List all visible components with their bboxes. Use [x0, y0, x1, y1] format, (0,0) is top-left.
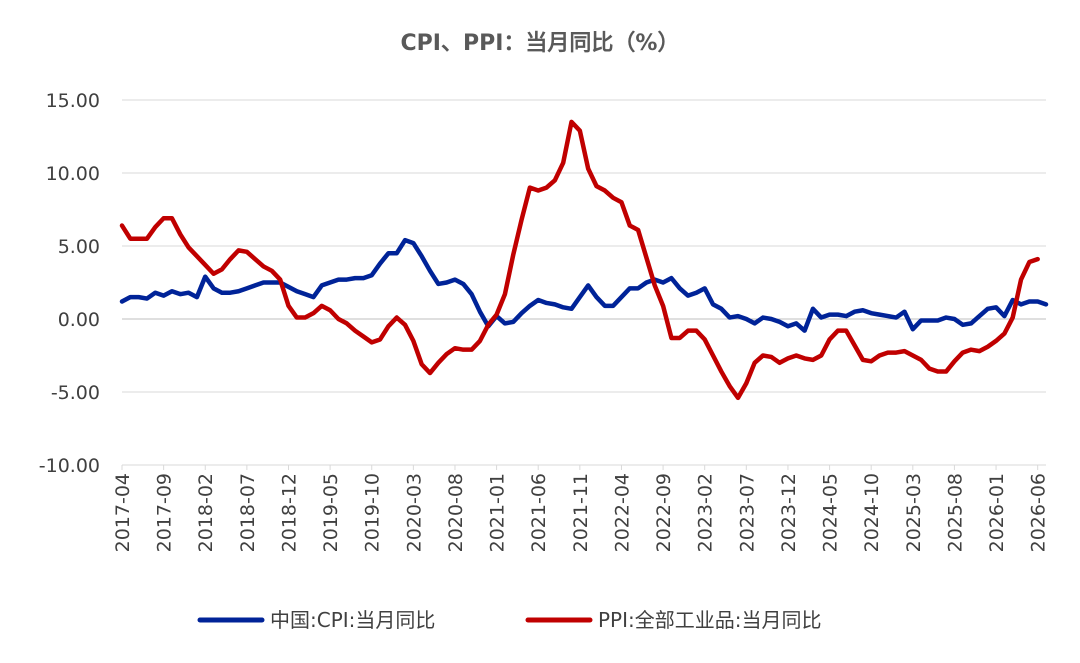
x-tick-label: 2025-08 [944, 473, 966, 552]
chart-title: CPI、PPI：当月同比（%） [401, 31, 680, 56]
x-tick-label: 2020-08 [445, 473, 467, 552]
x-tick-label: 2017-04 [112, 473, 134, 552]
x-tick-label: 2022-09 [653, 473, 675, 552]
x-tick-label: 2021-01 [487, 473, 509, 552]
x-tick-label: 2020-03 [403, 473, 425, 552]
x-tick-label: 2025-03 [903, 473, 925, 552]
legend-label-ppi: PPI:全部工业品:当月同比 [598, 608, 822, 632]
series-line-cpi [119, 237, 1049, 333]
x-tick-label: 2023-07 [736, 473, 758, 552]
y-axis-ticks: 15.00 10.00 5.00 0.00 -5.00 -10.00 [39, 90, 100, 477]
legend-label-cpi: 中国:CPI:当月同比 [270, 608, 435, 632]
y-tick-label: 0.00 [58, 309, 100, 331]
series-line-ppi [119, 119, 1040, 401]
y-tick-label: 10.00 [46, 163, 100, 185]
x-axis-ticks: 2017-04 2017-09 2018-02 2018-07 2018-12 2019-… [112, 465, 1050, 552]
y-tick-label: 15.00 [46, 90, 100, 112]
legend: 中国:CPI:当月同比 PPI:全部工业品:当月同比 [197, 608, 822, 632]
x-tick-label: 2024-05 [820, 473, 842, 552]
x-tick-label: 2021-11 [570, 473, 592, 552]
x-tick-label: 2019-05 [320, 473, 342, 552]
x-tick-label: 2023-02 [695, 473, 717, 552]
x-tick-label: 2018-02 [195, 473, 217, 552]
y-tick-label: -10.00 [39, 455, 100, 477]
x-tick-label: 2017-09 [154, 473, 176, 552]
y-tick-label: 5.00 [58, 236, 100, 258]
y-tick-label: -5.00 [51, 382, 100, 404]
x-tick-label: 2022-04 [611, 473, 633, 552]
x-tick-label: 2018-12 [278, 473, 300, 552]
x-tick-label: 2026-01 [986, 473, 1008, 552]
series-lines [119, 119, 1049, 401]
x-tick-label: 2019-10 [362, 473, 384, 552]
x-tick-label: 2018-07 [237, 473, 259, 552]
gridlines [122, 99, 1046, 466]
x-tick-label: 2024-10 [861, 473, 883, 552]
x-tick-label: 2021-06 [528, 473, 550, 552]
x-tick-label: 2026-06 [1028, 473, 1050, 552]
x-tick-label: 2023-12 [778, 473, 800, 552]
